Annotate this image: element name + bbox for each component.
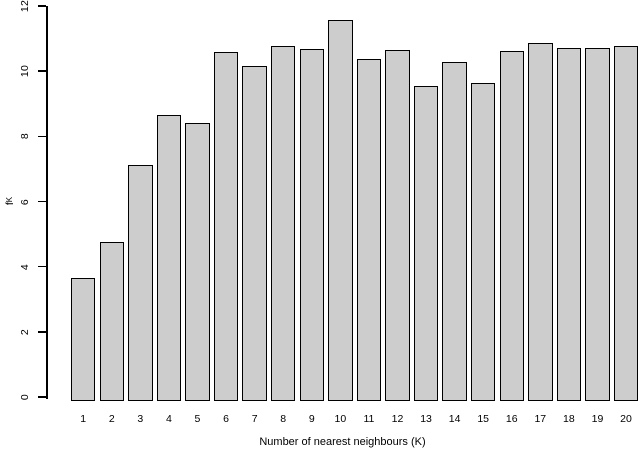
x-axis-tick-label: 14 — [448, 413, 461, 425]
y-axis-title-subscript: K — [5, 196, 14, 203]
bar-k-9 — [299, 49, 324, 401]
bar-k-10 — [328, 20, 353, 401]
x-axis-tick-label: 16 — [505, 413, 518, 425]
y-axis-tick — [38, 135, 46, 138]
x-axis-tick-label: 7 — [251, 413, 258, 425]
y-axis-tick — [38, 265, 46, 268]
x-axis-tick-label: 13 — [420, 413, 432, 425]
y-axis-tick — [38, 5, 46, 7]
y-axis-line — [46, 6, 48, 399]
bar-k-15 — [470, 82, 496, 401]
y-axis-tick-label: 0 — [19, 393, 31, 401]
x-axis-tick-label: 18 — [563, 413, 575, 425]
y-axis-tick — [38, 331, 46, 333]
bar-k-16 — [499, 50, 524, 401]
bar-k-1 — [71, 278, 96, 401]
x-axis-tick-label: 15 — [477, 413, 490, 425]
x-axis-tick-label: 19 — [591, 413, 604, 425]
bar-k-12 — [385, 49, 410, 401]
x-axis-tick-label: 2 — [108, 413, 115, 425]
bar-k-5 — [185, 122, 210, 401]
x-axis-tick-label: 8 — [280, 413, 287, 425]
bar-k-17 — [528, 42, 553, 401]
x-axis-tick-label: 1 — [80, 413, 87, 425]
bar-k-11 — [356, 59, 382, 401]
y-axis-tick — [38, 70, 46, 72]
bar-k-2 — [99, 241, 124, 401]
bar-k-18 — [556, 48, 582, 401]
y-axis-tick-label: 8 — [19, 133, 31, 140]
x-axis-tick-label: 3 — [137, 413, 144, 425]
x-axis-tick-label: 5 — [194, 413, 201, 425]
x-axis-title: Number of nearest neighbours (K) — [259, 436, 426, 448]
y-axis-tick — [38, 200, 46, 203]
bar-k-6 — [213, 52, 239, 401]
x-axis-tick-label: 4 — [165, 413, 172, 425]
x-axis-tick-label: 6 — [223, 413, 229, 425]
bar-k-20 — [613, 46, 639, 401]
y-axis-tick-label: 12 — [19, 0, 31, 13]
y-axis-tick-label: 10 — [19, 65, 31, 78]
bar-k-14 — [442, 61, 467, 401]
bar-k-8 — [270, 45, 296, 401]
y-axis-tick — [38, 396, 46, 398]
x-axis-tick-label: 10 — [334, 413, 347, 425]
x-axis-tick-label: 11 — [363, 413, 375, 425]
bar-k-4 — [156, 115, 182, 401]
y-axis-tick-label: 2 — [19, 328, 31, 335]
x-axis-tick-label: 17 — [534, 413, 547, 425]
bar-k-7 — [242, 66, 267, 401]
x-axis-tick-label: 20 — [620, 413, 632, 425]
x-axis-tick-label: 12 — [391, 413, 404, 425]
x-axis-tick-label: 9 — [308, 413, 315, 425]
y-axis-tick-label: 6 — [19, 198, 31, 205]
bar-k-3 — [128, 164, 153, 401]
bar-k-13 — [413, 86, 439, 401]
bar-k-19 — [585, 47, 610, 401]
y-axis-tick-label: 4 — [19, 263, 31, 270]
